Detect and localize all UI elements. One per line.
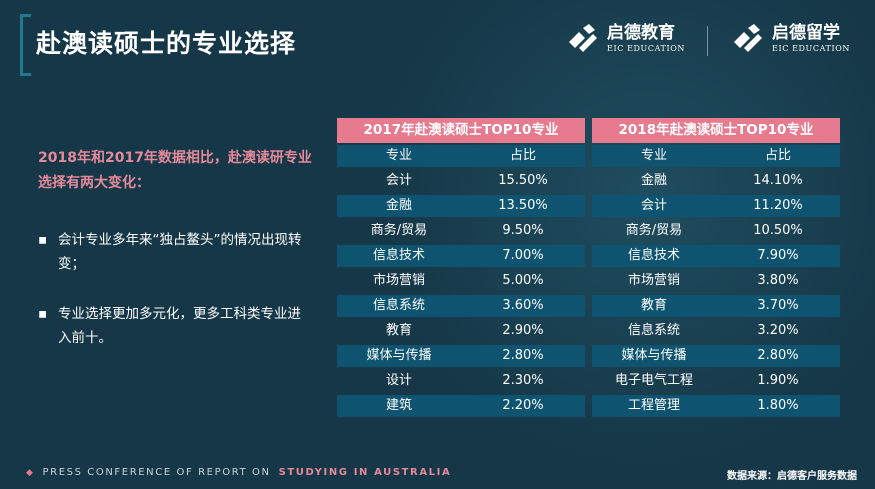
share-cell: 3.70%: [757, 298, 799, 313]
table-row: 信息技术 7.90%: [592, 245, 840, 267]
share-cell: 2.80%: [502, 348, 544, 363]
table-row: 媒体与传播 2.80%: [592, 345, 840, 367]
intro-text: 2018年和2017年数据相比，赴澳读研专业选择有两大变化：: [38, 150, 312, 191]
bullet-dot-icon: ▪: [38, 306, 48, 322]
major-cell: 媒体与传播: [366, 348, 432, 363]
data-source: 数据来源：启德客户服务数据: [727, 471, 857, 482]
share-cell: 5.00%: [502, 273, 544, 288]
share-cell: 2.20%: [502, 398, 544, 413]
table-row: 商务/贸易 9.50%: [337, 220, 585, 242]
logo-cn-text: 启德教育: [607, 22, 675, 43]
footer-prefix: PRESS CONFERENCE OF REPORT ON: [42, 467, 271, 478]
share-cell: 9.50%: [502, 223, 544, 238]
major-cell: 商务/贸易: [625, 223, 683, 238]
share-cell: 2.90%: [502, 323, 544, 338]
share-cell: 2.30%: [502, 373, 544, 388]
table-row: 工程管理 1.80%: [592, 395, 840, 417]
major-cell: 会计: [640, 198, 667, 213]
major-cell: 金融: [385, 198, 412, 213]
major-cell: 电子电气工程: [614, 373, 693, 388]
column-header: 占比: [509, 148, 536, 163]
table-2017: 2017年赴澳读硕士TOP10专业 专业 占比 会计 15.50% 金融 13.50%…: [337, 118, 585, 420]
table-row: 设计 2.30%: [337, 370, 585, 392]
table-row: 市场营销 5.00%: [337, 270, 585, 292]
major-cell: 媒体与传播: [621, 348, 687, 363]
table-row: 市场营销 3.80%: [592, 270, 840, 292]
share-cell: 1.80%: [757, 398, 799, 413]
footer-highlight: STUDYING IN AUSTRALIA: [278, 467, 452, 478]
bullet-item: ▪ 专业选择更加多元化，更多工科类专业进入前十。: [38, 302, 310, 350]
major-cell: 信息技术: [627, 248, 680, 263]
logo-en-text: EIC EDUCATION: [607, 43, 685, 53]
major-cell: 工程管理: [627, 398, 680, 413]
major-cell: 信息系统: [627, 323, 680, 338]
bullet-text: 会计专业多年来“独占鳌头”的情况出现转变；: [58, 232, 302, 272]
share-cell: 3.20%: [757, 323, 799, 338]
share-cell: 13.50%: [498, 198, 548, 213]
table-row: 信息系统 3.60%: [337, 295, 585, 317]
table-row: 媒体与传播 2.80%: [337, 345, 585, 367]
diamond-icon: ◆: [26, 467, 35, 478]
table-body: 会计 15.50% 金融 13.50% 商务/贸易 9.50% 信息技术 7.00% 市场营销 5…: [337, 170, 585, 417]
logo-cn-text: 启德留学: [772, 22, 840, 43]
table-2018: 2018年赴澳读硕士TOP10专业 专业 占比 金融 14.10% 会计 11.20%…: [592, 118, 840, 420]
major-cell: 市场营销: [627, 273, 680, 288]
share-cell: 11.20%: [753, 198, 803, 213]
logo-divider: [707, 26, 708, 56]
table-title: 2017年赴澳读硕士TOP10专业: [337, 118, 585, 143]
table-row: 信息技术 7.00%: [337, 245, 585, 267]
major-cell: 信息技术: [372, 248, 425, 263]
column-header: 占比: [764, 148, 791, 163]
table-header-row: 专业 占比: [337, 145, 585, 167]
table-header-row: 专业 占比: [592, 145, 840, 167]
table-row: 建筑 2.20%: [337, 395, 585, 417]
table-row: 教育 2.90%: [337, 320, 585, 342]
title-bracket-decoration: [20, 14, 31, 76]
bullet-item: ▪ 会计专业多年来“独占鳌头”的情况出现转变；: [38, 228, 310, 276]
bullet-list: ▪ 会计专业多年来“独占鳌头”的情况出现转变； ▪ 专业选择更加多元化，更多工科…: [38, 228, 310, 376]
major-cell: 信息系统: [372, 298, 425, 313]
major-cell: 设计: [385, 373, 412, 388]
eic-logo-icon: [569, 24, 597, 52]
table-title: 2018年赴澳读硕士TOP10专业: [592, 118, 840, 143]
major-cell: 市场营销: [372, 273, 425, 288]
major-cell: 商务/贸易: [370, 223, 428, 238]
logo-eic-study-abroad: 启德留学 EIC EDUCATION: [730, 20, 850, 56]
share-cell: 1.90%: [757, 373, 799, 388]
table-row: 会计 15.50%: [337, 170, 585, 192]
share-cell: 7.00%: [502, 248, 544, 263]
share-cell: 14.10%: [753, 173, 803, 188]
table-row: 教育 3.70%: [592, 295, 840, 317]
bullet-dot-icon: ▪: [38, 232, 48, 248]
major-cell: 教育: [385, 323, 412, 338]
table-row: 金融 13.50%: [337, 195, 585, 217]
footer-caption: ◆ PRESS CONFERENCE OF REPORT ON STUDYING…: [26, 467, 451, 478]
share-cell: 10.50%: [753, 223, 803, 238]
share-cell: 2.80%: [757, 348, 799, 363]
table-row: 电子电气工程 1.90%: [592, 370, 840, 392]
logo-eic-education: 启德教育 EIC EDUCATION: [565, 20, 685, 56]
share-cell: 7.90%: [757, 248, 799, 263]
table-body: 金融 14.10% 会计 11.20% 商务/贸易 10.50% 信息技术 7.90% 市场营销…: [592, 170, 840, 417]
column-header: 专业: [640, 148, 667, 163]
column-header: 专业: [385, 148, 412, 163]
share-cell: 3.80%: [757, 273, 799, 288]
major-cell: 教育: [640, 298, 667, 313]
bullet-text: 专业选择更加多元化，更多工科类专业进入前十。: [58, 306, 301, 346]
major-cell: 会计: [385, 173, 412, 188]
share-cell: 3.60%: [502, 298, 544, 313]
page-title: 赴澳读硕士的专业选择: [36, 29, 297, 58]
share-cell: 15.50%: [498, 173, 548, 188]
table-row: 金融 14.10%: [592, 170, 840, 192]
major-cell: 建筑: [385, 398, 412, 413]
logo-en-text: EIC EDUCATION: [772, 43, 850, 53]
major-cell: 金融: [640, 173, 667, 188]
table-row: 信息系统 3.20%: [592, 320, 840, 342]
eic-logo-icon: [734, 24, 762, 52]
table-row: 商务/贸易 10.50%: [592, 220, 840, 242]
table-row: 会计 11.20%: [592, 195, 840, 217]
